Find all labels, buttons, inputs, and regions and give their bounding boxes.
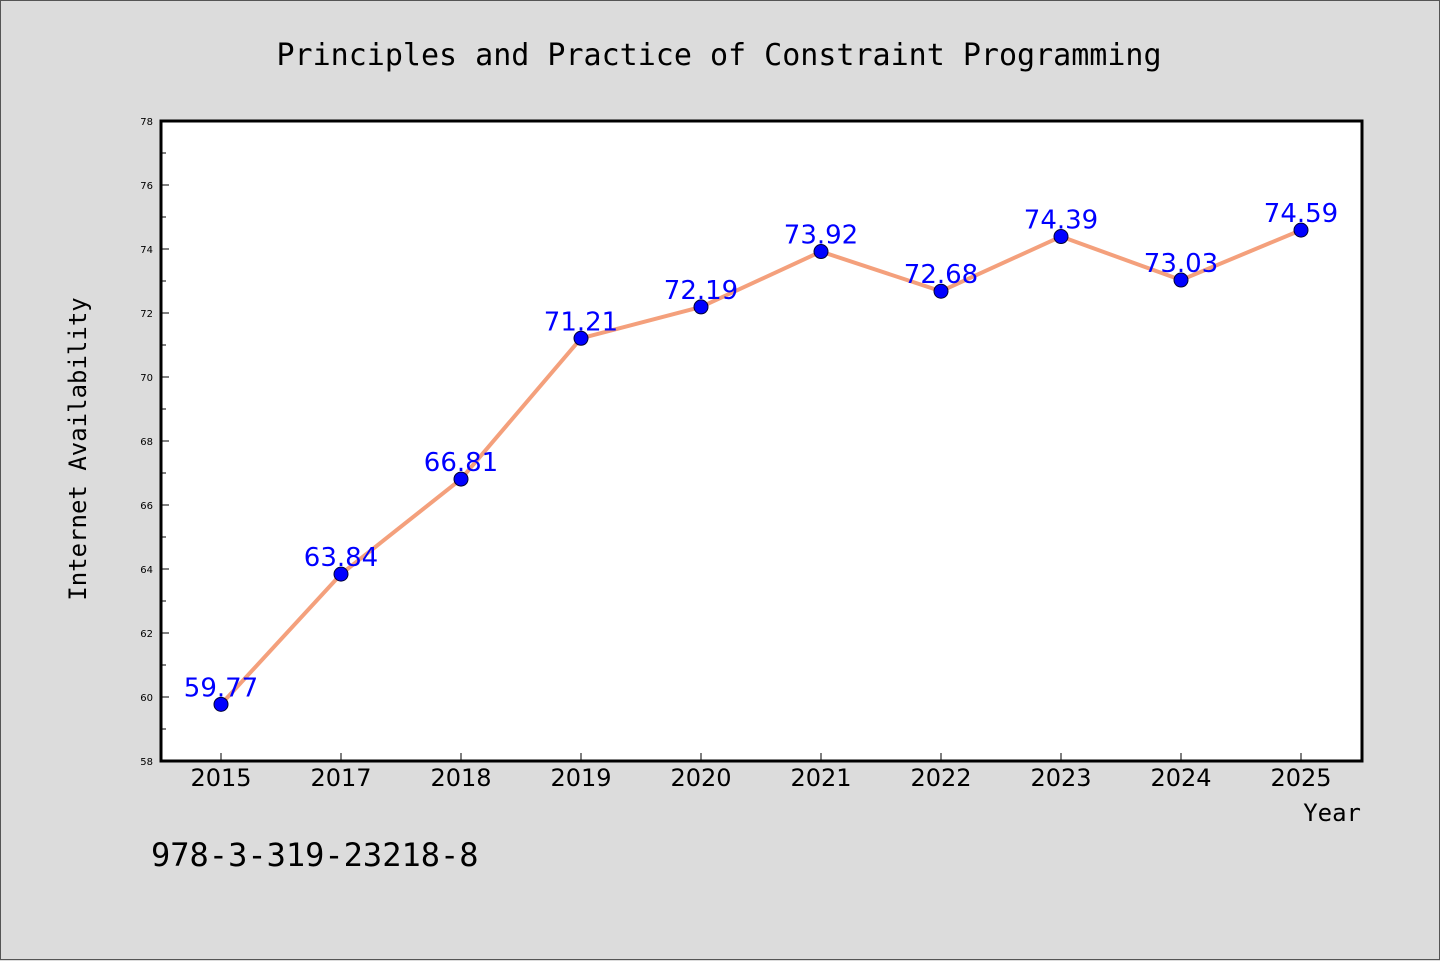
y-tick-label: 66 [140,501,153,512]
x-tick-label: 2019 [550,764,611,792]
data-point [1293,222,1309,238]
data-label: 74.59 [1264,199,1338,229]
x-tick-label: 2022 [910,764,971,792]
x-tick-label: 2015 [190,764,251,792]
x-tick-label: 2025 [1270,764,1331,792]
x-tick-label: 2017 [310,764,371,792]
data-label: 66.81 [424,448,498,478]
y-axis-label: Internet Availability [64,297,92,600]
x-tick-label: 2018 [430,764,491,792]
data-point [333,566,349,582]
plot-area [161,121,1362,761]
data-point [1173,272,1189,288]
data-label: 72.19 [664,276,738,306]
data-label: 72.68 [904,260,978,290]
data-label: 74.39 [1024,206,1098,236]
data-labels-layer: 59.77 63.84 66.81 71.21 72.19 73.92 72.68 74.39… [184,199,1338,703]
y-tick-label: 68 [140,437,153,448]
y-tick-label: 58 [140,757,153,768]
y-tick-label: 74 [140,245,153,256]
chart-title: Principles and Practice of Constraint Pr… [276,38,1161,73]
data-label: 59.77 [184,673,258,703]
data-point [573,330,589,346]
plot-frame [159,119,1364,763]
x-tick-label: 2020 [670,764,731,792]
data-point [933,283,949,299]
data-label: 73.03 [1144,249,1218,279]
data-label: 71.21 [544,307,618,337]
footnote-isbn: 978-3-319-23218-8 [151,836,479,874]
x-tick-label: 2024 [1150,764,1211,792]
y-axis-ticks: 58 60 62 64 66 68 70 72 74 76 78 [140,117,169,768]
y-tick-label: 72 [140,309,153,320]
y-tick-label: 70 [140,373,153,384]
y-tick-label: 64 [140,565,153,576]
series-line [219,228,1302,706]
x-axis-ticks: 2015 2017 2018 2019 2020 2021 2022 2023 2024 2025 [190,753,1332,792]
x-axis-label: Year [1303,799,1361,827]
data-point [213,696,229,712]
data-point [1053,229,1069,245]
data-point [693,299,709,315]
y-tick-label: 60 [140,693,153,704]
data-label: 73.92 [784,221,858,251]
data-point [453,471,469,487]
y-tick-label: 78 [140,117,153,128]
y-tick-label: 76 [140,181,153,192]
data-label: 63.84 [304,543,378,573]
data-point [813,244,829,260]
y-tick-label: 62 [140,629,153,640]
x-tick-label: 2023 [1030,764,1091,792]
x-tick-label: 2021 [790,764,851,792]
series-layer [213,222,1309,712]
